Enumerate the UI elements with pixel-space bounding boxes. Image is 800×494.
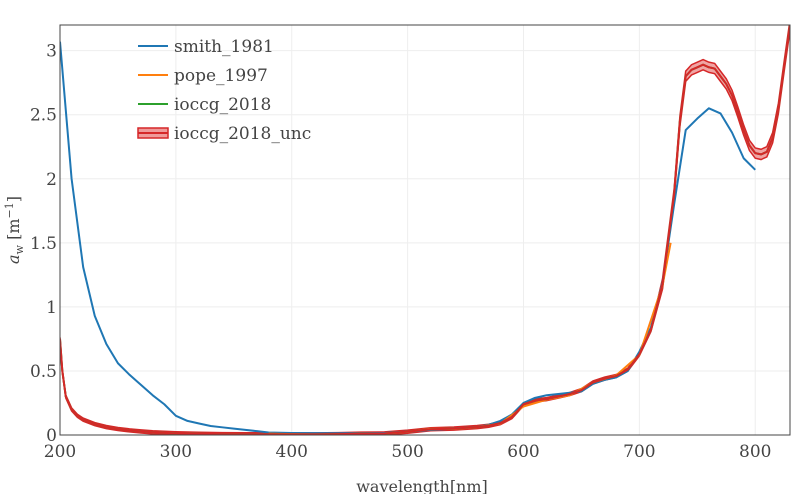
y-tick-label: 1.5 [30, 234, 57, 254]
x-tick-label: 500 [391, 442, 423, 462]
x-tick-label: 400 [276, 442, 308, 462]
legend-label: pope_1997 [174, 66, 268, 86]
y-axis-title-main: a [4, 254, 23, 264]
y-axis-title: aw [m−1] [3, 196, 26, 264]
x-tick-label: 700 [623, 442, 655, 462]
y-tick-label: 1 [46, 298, 57, 318]
legend[interactable]: smith_1981 pope_1997 ioccg_2018 ioccg_2018_… [137, 37, 311, 144]
legend-item-pope_1997[interactable]: pope_1997 [138, 66, 268, 86]
y-tick-label: 2.5 [30, 106, 57, 126]
x-tick-label: 200 [44, 442, 76, 462]
y-axis-title-sub: w [13, 244, 26, 254]
grid [59, 25, 790, 436]
series-band-ioccg_2018_unc [60, 25, 790, 435]
series-line-ioccg_2018_unc [60, 25, 790, 435]
y-tick-label: 0.5 [30, 362, 57, 382]
uncertainty-bands [60, 25, 790, 435]
axes [59, 24, 791, 436]
y-tick-label: 3 [46, 42, 57, 62]
legend-item-smith_1981[interactable]: smith_1981 [138, 37, 274, 57]
legend-label: smith_1981 [174, 37, 274, 57]
y-axis-title-unit-close: ] [4, 196, 23, 202]
legend-item-ioccg_2018[interactable]: ioccg_2018 [138, 95, 271, 115]
y-tick-labels: 0 0.5 1 1.5 2 2.5 3 [30, 42, 57, 446]
series-line-ioccg_2018 [60, 25, 790, 435]
x-tick-labels: 200 300 400 500 600 700 800 [44, 442, 772, 462]
legend-label: ioccg_2018 [174, 95, 271, 115]
y-tick-label: 0 [46, 426, 57, 446]
legend-label: ioccg_2018_unc [174, 124, 311, 144]
x-tick-label: 600 [507, 442, 539, 462]
y-tick-label: 2 [46, 170, 57, 190]
legend-item-ioccg_2018_unc[interactable]: ioccg_2018_unc [137, 124, 311, 144]
series-line-pope_1997 [268, 242, 672, 435]
x-tick-label: 300 [160, 442, 192, 462]
y-axis-title-unit: [m [4, 219, 23, 246]
plot-frame [59, 24, 791, 436]
x-tick-label: 800 [739, 442, 771, 462]
y-axis-title-unit-exp: −1 [3, 202, 16, 218]
series-lines [60, 25, 790, 435]
x-axis-title: wavelength[nm] [356, 477, 488, 494]
